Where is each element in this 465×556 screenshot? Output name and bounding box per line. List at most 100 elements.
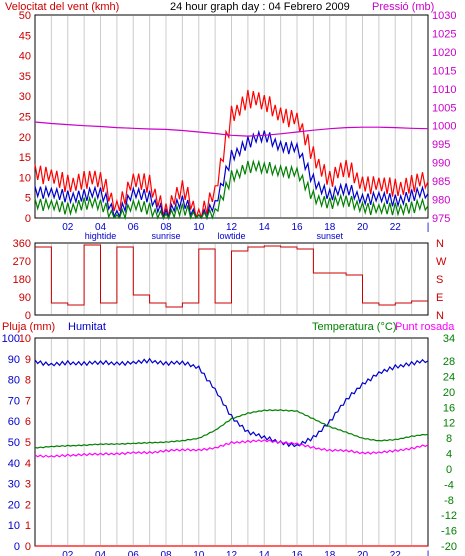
x-tick-label: 22	[390, 550, 402, 556]
dir-tick-label: 0	[25, 310, 31, 322]
rain-tick-label: 10	[19, 333, 31, 345]
event-label: sunrise	[151, 231, 180, 241]
x-tick-label: 10	[193, 222, 205, 233]
y2-tick-label: 995	[432, 139, 450, 151]
x-tick-label: 02	[62, 222, 74, 233]
humidity-tick-label: 20	[8, 499, 20, 511]
x-tick-label: 12	[226, 550, 238, 556]
temp-tick-label: 0	[446, 464, 452, 476]
x-tick-label: 16	[291, 222, 303, 233]
y-tick-label: 5	[25, 193, 31, 205]
y2-tick-label: 990	[432, 158, 450, 170]
rain-tick-label: 5	[25, 437, 31, 449]
series-punt-rosada	[34, 439, 429, 458]
rain-title: Pluja (mm)	[2, 321, 55, 333]
y2-tick-label: 1010	[432, 84, 456, 96]
rain-tick-label: 7	[25, 395, 31, 407]
humidity-tick-label: 0	[14, 541, 20, 553]
y2-tick-label: 1025	[432, 28, 456, 40]
y2-tick-label: 980	[432, 195, 450, 207]
event-label: sunset	[316, 231, 343, 241]
x-tick-label: 20	[357, 550, 369, 556]
series-pressió	[34, 121, 429, 137]
x-tick-label: 08	[160, 550, 172, 556]
series-direccio	[35, 244, 428, 308]
temp-tick-label: -12	[441, 510, 457, 522]
rain-tick-label: 9	[25, 354, 31, 366]
humidity-tick-label: 90	[8, 354, 20, 366]
x-tick-label: 04	[95, 550, 107, 556]
rain-tick-label: 4	[25, 458, 31, 470]
y2-tick-label: 1015	[432, 65, 456, 77]
rain-tick-label: 2	[25, 499, 31, 511]
dir-tick-label: 360	[13, 238, 31, 250]
x-tick-label: 22	[390, 222, 402, 233]
humidity-tick-label: 50	[8, 437, 20, 449]
series-ratxa	[34, 89, 429, 219]
compass-label: S	[436, 274, 443, 286]
temp-tick-label: 20	[443, 387, 455, 399]
temp-tick-label: -4	[444, 479, 454, 491]
series-humitat	[34, 357, 429, 448]
rain-tick-label: 3	[25, 479, 31, 491]
x-tick-label: 02	[62, 550, 74, 556]
series-mitjana	[34, 129, 429, 221]
y-tick-label: 25	[19, 112, 31, 124]
y2-tick-label: 1000	[432, 121, 456, 133]
wind-title: Velocitat del vent (kmh)	[5, 1, 119, 13]
y-tick-label: 15	[19, 152, 31, 164]
temp-tick-label: 34	[443, 333, 455, 345]
y2-tick-label: 1030	[432, 10, 456, 22]
temperature-title: Temperatura (°C)	[312, 321, 396, 333]
temp-tick-label: 4	[446, 449, 452, 461]
temp-tick-label: 16	[443, 402, 455, 414]
temp-tick-label: -20	[441, 541, 457, 553]
x-tick-label: 14	[259, 222, 271, 233]
x-tick-label: |	[427, 222, 430, 233]
dir-tick-label: 270	[13, 256, 31, 268]
series	[34, 89, 429, 547]
humidity-tick-label: 40	[8, 458, 20, 470]
dewpoint-title: Punt rosada	[395, 321, 455, 333]
x-tick-label: 06	[128, 550, 140, 556]
x-tick-label: 10	[193, 550, 205, 556]
y2-tick-label: 1020	[432, 47, 456, 59]
temp-tick-label: 12	[443, 418, 455, 430]
y2-tick-label: 975	[432, 213, 450, 225]
axes: 02 04 06 08 10 12 14 16 18 20 22 |hightide sunrise lo…	[2, 10, 457, 556]
event-label: hightide	[85, 231, 117, 241]
y-tick-label: 0	[25, 213, 31, 225]
humidity-tick-label: 60	[8, 416, 20, 428]
temp-tick-label: 24	[443, 372, 455, 384]
y-tick-label: 30	[19, 91, 31, 103]
dir-tick-label: 90	[19, 292, 31, 304]
humidity-tick-label: 70	[8, 395, 20, 407]
x-tick-label: 16	[291, 550, 303, 556]
humidity-tick-label: 100	[2, 333, 20, 345]
rain-tick-label: 1	[25, 520, 31, 532]
y2-tick-label: 1005	[432, 102, 456, 114]
x-tick-label: 08	[160, 222, 172, 233]
dir-tick-label: 180	[13, 274, 31, 286]
compass-label: N	[436, 238, 444, 250]
compass-label: E	[436, 292, 443, 304]
humidity-title: Humitat	[68, 321, 106, 333]
x-tick-label: 18	[324, 550, 336, 556]
y-tick-label: 10	[19, 172, 31, 184]
x-tick-label: |	[427, 550, 430, 556]
series-temperatura	[34, 409, 429, 449]
y-tick-label: 35	[19, 71, 31, 83]
event-label: lowtide	[217, 231, 245, 241]
chart-title: 24 hour graph day : 04 Febrero 2009	[170, 1, 350, 13]
compass-label: W	[436, 256, 447, 268]
temp-tick-label: -8	[444, 495, 454, 507]
rain-tick-label: 8	[25, 375, 31, 387]
y-tick-label: 45	[19, 30, 31, 42]
compass-label: N	[436, 310, 444, 322]
temp-tick-label: 28	[443, 356, 455, 368]
x-tick-label: 06	[128, 222, 140, 233]
x-tick-label: 20	[357, 222, 369, 233]
humidity-tick-label: 80	[8, 375, 20, 387]
x-tick-label: 12	[226, 222, 238, 233]
